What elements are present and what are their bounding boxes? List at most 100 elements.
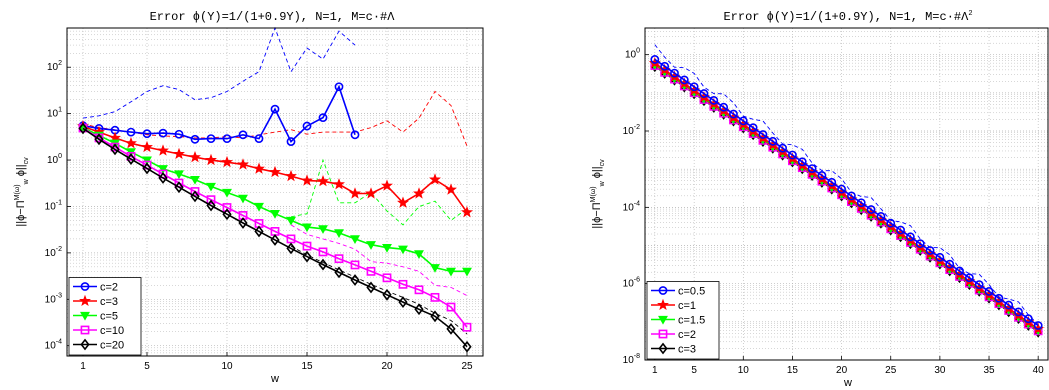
- legend-item: c=2: [651, 329, 696, 341]
- data-point: [190, 175, 200, 185]
- x-tick-label: 25: [885, 365, 897, 376]
- legend-marker: [658, 342, 668, 355]
- data-point: [206, 182, 216, 192]
- legend-label: c=5: [100, 311, 118, 323]
- data-point: [142, 129, 152, 139]
- x-tick-label: 25: [461, 361, 473, 372]
- series-c=5: [78, 124, 472, 277]
- data-point: [334, 82, 344, 92]
- data-point: [462, 322, 472, 332]
- legend-item: c=2: [73, 282, 118, 294]
- data-point: [896, 225, 905, 235]
- data-point: [382, 273, 392, 283]
- legend-item: c=3: [651, 342, 696, 356]
- data-point: [334, 266, 344, 279]
- legend-marker: [657, 298, 669, 311]
- data-point: [446, 302, 456, 312]
- series-group: [648, 55, 1045, 338]
- data-point: [222, 188, 232, 198]
- data-point: [253, 162, 265, 174]
- data-point: [689, 82, 699, 92]
- data-point: [285, 169, 297, 182]
- data-point: [699, 89, 709, 98]
- data-point: [1023, 314, 1033, 324]
- legend-item: c=1.5: [651, 315, 705, 327]
- data-point: [398, 296, 408, 308]
- data-point: [349, 187, 361, 199]
- series-group: [77, 82, 473, 353]
- data-point: [797, 157, 807, 167]
- data-point: [318, 225, 328, 234]
- data-point: [206, 195, 216, 205]
- data-point: [382, 243, 392, 253]
- data-point: [286, 216, 296, 226]
- x-tick-label: 15: [301, 361, 313, 372]
- series-line: [82, 127, 468, 348]
- data-point: [382, 288, 392, 301]
- data-point: [397, 196, 409, 208]
- legend-label: c=1.5: [678, 315, 705, 327]
- data-point: [350, 274, 360, 286]
- data-point: [174, 129, 184, 139]
- data-point: [778, 143, 788, 153]
- data-point: [462, 267, 472, 277]
- left-chart: Error ϕ(Y)=1/(1+0.9Y), N=1, M=c·#Λ 1 5 10 1…: [14, 10, 484, 385]
- data-point: [709, 95, 719, 105]
- data-point: [414, 250, 424, 260]
- y-tick-label: 101: [47, 107, 62, 120]
- data-point: [964, 273, 974, 283]
- legend-item: c=0.5: [651, 286, 705, 298]
- data-point: [847, 191, 856, 201]
- data-point: [748, 123, 758, 133]
- data-point: [660, 61, 670, 71]
- legend-label: c=1: [678, 300, 696, 312]
- data-point: [366, 241, 376, 250]
- x-tick-label: 5: [691, 365, 697, 376]
- series-c=2: [78, 82, 360, 146]
- data-point: [945, 259, 955, 269]
- data-point: [142, 156, 152, 166]
- data-point: [414, 303, 424, 316]
- legend-marker: [80, 338, 90, 351]
- data-point: [1014, 307, 1023, 317]
- legend-marker: [80, 282, 90, 291]
- legend-item: c=1: [651, 298, 696, 312]
- data-point: [461, 206, 473, 218]
- data-point: [679, 75, 689, 85]
- data-point: [807, 164, 817, 174]
- data-point: [190, 134, 200, 144]
- data-point: [429, 173, 441, 185]
- data-point: [318, 258, 328, 271]
- data-point: [886, 218, 896, 228]
- plot-frame: [644, 27, 1049, 361]
- data-point: [270, 234, 280, 246]
- data-point: [206, 199, 216, 212]
- x-tick-label: 10: [738, 365, 750, 376]
- y-axis-label: ||ϕ−ΠM(ω)w ϕ||cv: [590, 159, 606, 229]
- data-point: [729, 109, 738, 119]
- x-tick-label: 5: [144, 361, 150, 372]
- data-point: [905, 232, 915, 242]
- plot-frame: [66, 27, 484, 357]
- data-point: [366, 281, 376, 294]
- data-point: [334, 254, 344, 264]
- data-point: [190, 190, 200, 203]
- chart-title: Error ϕ(Y)=1/(1+0.9Y), N=1, M=c·#Λ: [150, 10, 396, 24]
- data-point: [827, 177, 837, 187]
- data-point: [758, 130, 768, 139]
- legend-item: c=10: [73, 325, 124, 337]
- data-point: [302, 223, 312, 233]
- dashed-line-c=3: [82, 90, 468, 147]
- data-point: [446, 323, 456, 335]
- data-point: [350, 235, 360, 245]
- data-point: [935, 252, 945, 262]
- data-point: [915, 239, 925, 249]
- data-point: [856, 198, 866, 208]
- data-point: [317, 174, 329, 187]
- data-point: [174, 170, 184, 180]
- data-point: [334, 229, 344, 238]
- data-point: [318, 113, 328, 123]
- data-point: [1004, 300, 1014, 310]
- data-point: [398, 279, 408, 289]
- data-point: [430, 264, 440, 273]
